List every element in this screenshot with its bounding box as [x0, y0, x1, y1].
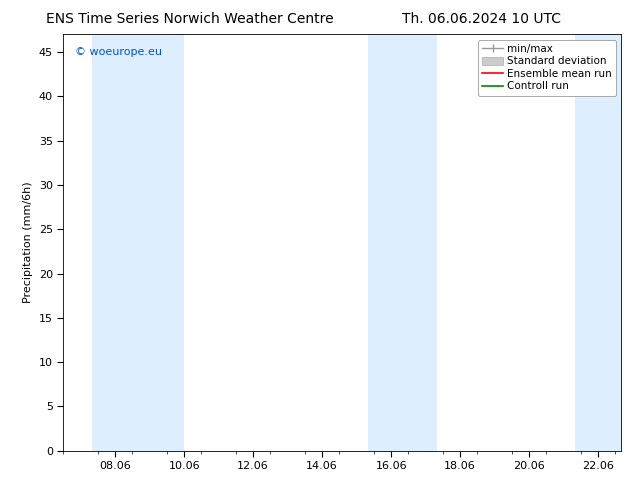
Text: ENS Time Series Norwich Weather Centre: ENS Time Series Norwich Weather Centre — [46, 12, 334, 26]
Legend: min/max, Standard deviation, Ensemble mean run, Controll run: min/max, Standard deviation, Ensemble me… — [478, 40, 616, 96]
Text: © woeurope.eu: © woeurope.eu — [75, 47, 162, 57]
Bar — [575, 34, 621, 451]
Y-axis label: Precipitation (mm/6h): Precipitation (mm/6h) — [23, 182, 34, 303]
Text: Th. 06.06.2024 10 UTC: Th. 06.06.2024 10 UTC — [403, 12, 561, 26]
Bar — [92, 34, 184, 451]
Bar — [368, 34, 437, 451]
